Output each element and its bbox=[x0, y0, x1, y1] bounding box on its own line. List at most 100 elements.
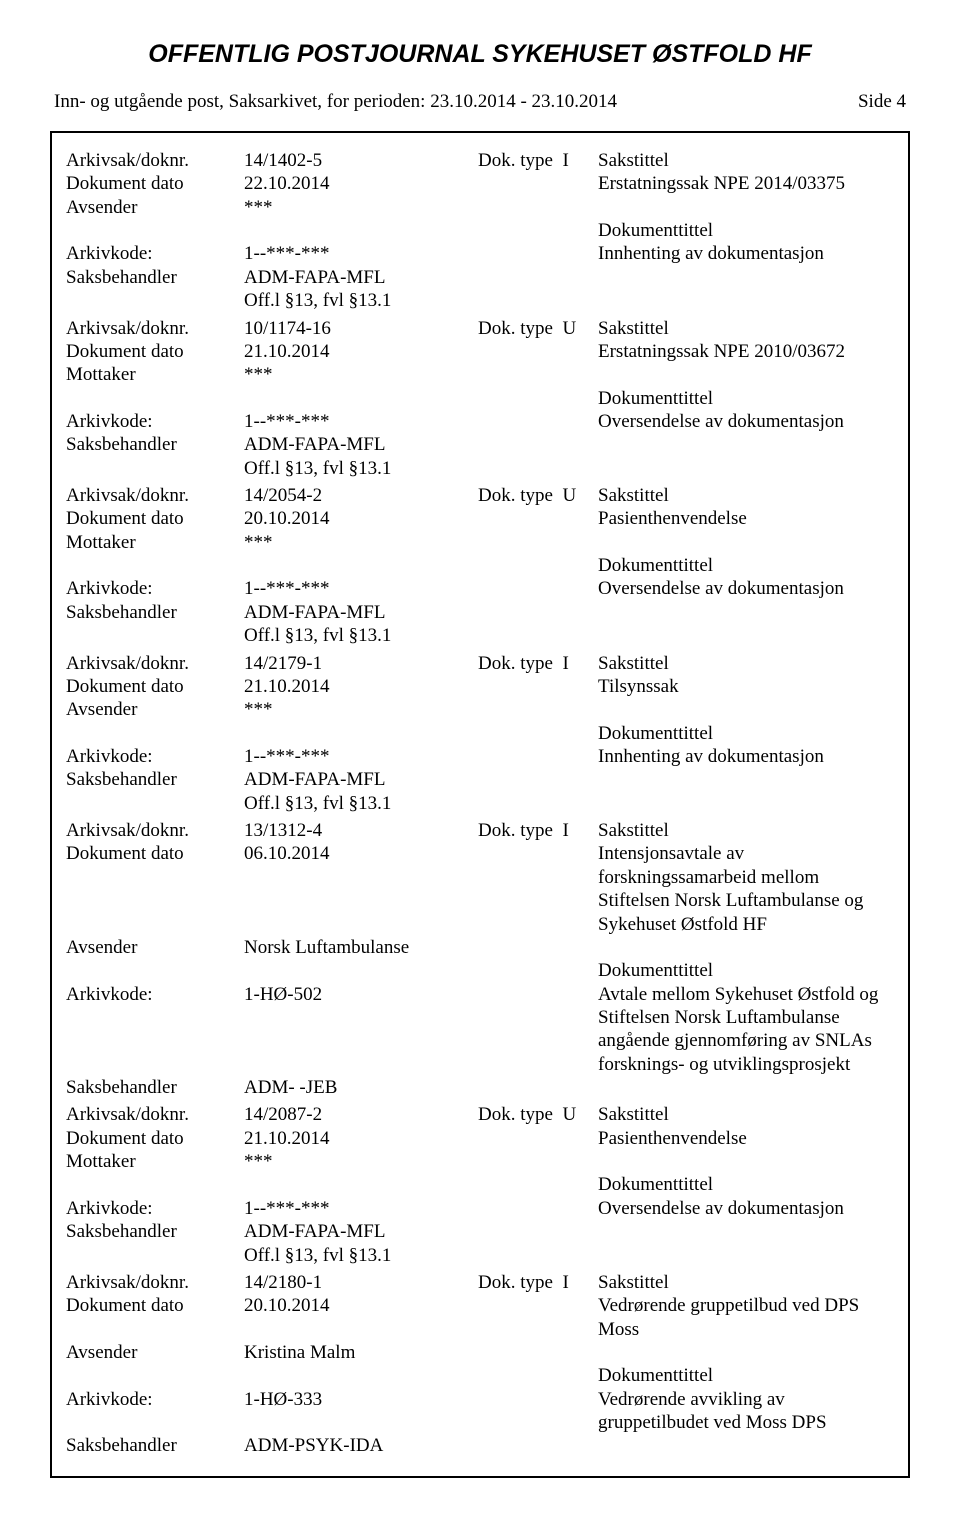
label-arkivkode: Arkivkode: bbox=[66, 983, 244, 1076]
journal-entry: Arkivsak/doknr. 10/1174-16 Dok. type U S… bbox=[66, 317, 894, 481]
label-sakstittel: Sakstittel bbox=[598, 1271, 894, 1294]
value-sakstittel: Pasienthenvendelse bbox=[598, 507, 894, 530]
value-saksbeh: ADM-FAPA-MFL bbox=[244, 1220, 478, 1243]
value-arkivkode: 1--***-*** bbox=[244, 242, 478, 265]
label-dokumenttittel: Dokumenttittel bbox=[598, 387, 894, 410]
label-dokdato: Dokument dato bbox=[66, 172, 244, 195]
journal-entry: Arkivsak/doknr. 13/1312-4 Dok. type I Sa… bbox=[66, 819, 894, 1099]
value-offl: Off.l §13, fvl §13.1 bbox=[244, 457, 478, 480]
label-dokdato: Dokument dato bbox=[66, 507, 244, 530]
value-doknr: 14/2054-2 bbox=[244, 484, 478, 507]
value-party: *** bbox=[244, 1150, 478, 1173]
value-sakstittel: Erstatningssak NPE 2014/03375 bbox=[598, 172, 894, 195]
period-subtitle: Inn- og utgående post, Saksarkivet, for … bbox=[54, 91, 617, 113]
journal-entry: Arkivsak/doknr. 14/1402-5 Dok. type I Sa… bbox=[66, 149, 894, 313]
label-arkivsak: Arkivsak/doknr. bbox=[66, 149, 244, 172]
value-doknr: 14/1402-5 bbox=[244, 149, 478, 172]
journal-entry: Arkivsak/doknr. 14/2179-1 Dok. type I Sa… bbox=[66, 652, 894, 816]
label-arkivkode: Arkivkode: bbox=[66, 410, 244, 433]
value-doktittel: Oversendelse av dokumentasjon bbox=[598, 410, 894, 433]
label-arkivkode: Arkivkode: bbox=[66, 745, 244, 768]
value-doktype: U bbox=[562, 485, 576, 506]
value-doktittel: Oversendelse av dokumentasjon bbox=[598, 577, 894, 600]
value-saksbeh: ADM-FAPA-MFL bbox=[244, 266, 478, 289]
value-dokdato: 22.10.2014 bbox=[244, 172, 478, 195]
value-offl: Off.l §13, fvl §13.1 bbox=[244, 624, 478, 647]
label-party: Avsender bbox=[66, 196, 244, 219]
value-saksbeh: ADM- -JEB bbox=[244, 1076, 478, 1099]
value-doktype: U bbox=[562, 1104, 576, 1125]
label-saksbeh: Saksbehandler bbox=[66, 1434, 244, 1457]
value-doktittel: Innhenting av dokumentasjon bbox=[598, 745, 894, 768]
label-doktype: Dok. type I bbox=[478, 819, 598, 842]
label-dokumenttittel: Dokumenttittel bbox=[598, 722, 894, 745]
label-party: Avsender bbox=[66, 1341, 244, 1364]
value-sakstittel: Vedrørende gruppetilbud ved DPS Moss bbox=[598, 1294, 894, 1341]
value-dokdato: 21.10.2014 bbox=[244, 1127, 478, 1150]
label-dokumenttittel: Dokumenttittel bbox=[598, 219, 894, 242]
label-doktype: Dok. type U bbox=[478, 317, 598, 340]
entries-box: Arkivsak/doknr. 14/1402-5 Dok. type I Sa… bbox=[50, 131, 910, 1478]
value-offl: Off.l §13, fvl §13.1 bbox=[244, 1244, 478, 1267]
label-arkivkode: Arkivkode: bbox=[66, 577, 244, 600]
label-dokumenttittel: Dokumenttittel bbox=[598, 1173, 894, 1196]
label-doktype: Dok. type U bbox=[478, 484, 598, 507]
value-doktittel: Avtale mellom Sykehuset Østfold og Stift… bbox=[598, 983, 894, 1076]
label-sakstittel: Sakstittel bbox=[598, 819, 894, 842]
label-doktype: Dok. type I bbox=[478, 1271, 598, 1294]
journal-entry: Arkivsak/doknr. 14/2087-2 Dok. type U Sa… bbox=[66, 1103, 894, 1267]
value-party: *** bbox=[244, 698, 478, 721]
value-party: *** bbox=[244, 363, 478, 386]
label-arkivsak: Arkivsak/doknr. bbox=[66, 652, 244, 675]
label-party: Mottaker bbox=[66, 1150, 244, 1173]
label-arkivsak: Arkivsak/doknr. bbox=[66, 819, 244, 842]
value-dokdato: 20.10.2014 bbox=[244, 1294, 478, 1341]
label-dokumenttittel: Dokumenttittel bbox=[598, 1364, 894, 1387]
value-arkivkode: 1--***-*** bbox=[244, 577, 478, 600]
label-arkivsak: Arkivsak/doknr. bbox=[66, 317, 244, 340]
page-number: Side 4 bbox=[858, 91, 906, 113]
label-dokdato: Dokument dato bbox=[66, 675, 244, 698]
value-dokdato: 06.10.2014 bbox=[244, 842, 478, 935]
label-sakstittel: Sakstittel bbox=[598, 1103, 894, 1126]
value-doknr: 14/2179-1 bbox=[244, 652, 478, 675]
value-saksbeh: ADM-FAPA-MFL bbox=[244, 433, 478, 456]
label-party: Avsender bbox=[66, 698, 244, 721]
value-arkivkode: 1--***-*** bbox=[244, 1197, 478, 1220]
label-arkivkode: Arkivkode: bbox=[66, 242, 244, 265]
label-saksbeh: Saksbehandler bbox=[66, 768, 244, 791]
value-doktype: I bbox=[562, 820, 568, 841]
label-party: Avsender bbox=[66, 936, 244, 959]
value-doktype: I bbox=[562, 1272, 568, 1293]
value-party: *** bbox=[244, 196, 478, 219]
label-saksbeh: Saksbehandler bbox=[66, 433, 244, 456]
label-doktype: Dok. type U bbox=[478, 1103, 598, 1126]
value-arkivkode: 1--***-*** bbox=[244, 745, 478, 768]
label-arkivsak: Arkivsak/doknr. bbox=[66, 1271, 244, 1294]
label-sakstittel: Sakstittel bbox=[598, 652, 894, 675]
value-arkivkode: 1--***-*** bbox=[244, 410, 478, 433]
value-offl: Off.l §13, fvl §13.1 bbox=[244, 792, 478, 815]
value-arkivkode: 1-HØ-502 bbox=[244, 983, 478, 1076]
value-doktype: U bbox=[562, 318, 576, 339]
label-arkivkode: Arkivkode: bbox=[66, 1197, 244, 1220]
label-doktype: Dok. type I bbox=[478, 149, 598, 172]
label-doktype: Dok. type I bbox=[478, 652, 598, 675]
value-party: *** bbox=[244, 531, 478, 554]
label-sakstittel: Sakstittel bbox=[598, 317, 894, 340]
label-saksbeh: Saksbehandler bbox=[66, 1220, 244, 1243]
label-dokdato: Dokument dato bbox=[66, 842, 244, 935]
label-dokumenttittel: Dokumenttittel bbox=[598, 554, 894, 577]
value-saksbeh: ADM-FAPA-MFL bbox=[244, 768, 478, 791]
value-doktittel: Oversendelse av dokumentasjon bbox=[598, 1197, 894, 1220]
value-party: Norsk Luftambulanse bbox=[244, 936, 478, 959]
label-dokdato: Dokument dato bbox=[66, 1127, 244, 1150]
value-dokdato: 20.10.2014 bbox=[244, 507, 478, 530]
value-doktype: I bbox=[562, 653, 568, 674]
label-dokdato: Dokument dato bbox=[66, 1294, 244, 1341]
value-offl: Off.l §13, fvl §13.1 bbox=[244, 289, 478, 312]
value-saksbeh: ADM-PSYK-IDA bbox=[244, 1434, 478, 1457]
value-doktittel: Innhenting av dokumentasjon bbox=[598, 242, 894, 265]
label-dokdato: Dokument dato bbox=[66, 340, 244, 363]
value-sakstittel: Intensjonsavtale av forskningssamarbeid … bbox=[598, 842, 894, 935]
